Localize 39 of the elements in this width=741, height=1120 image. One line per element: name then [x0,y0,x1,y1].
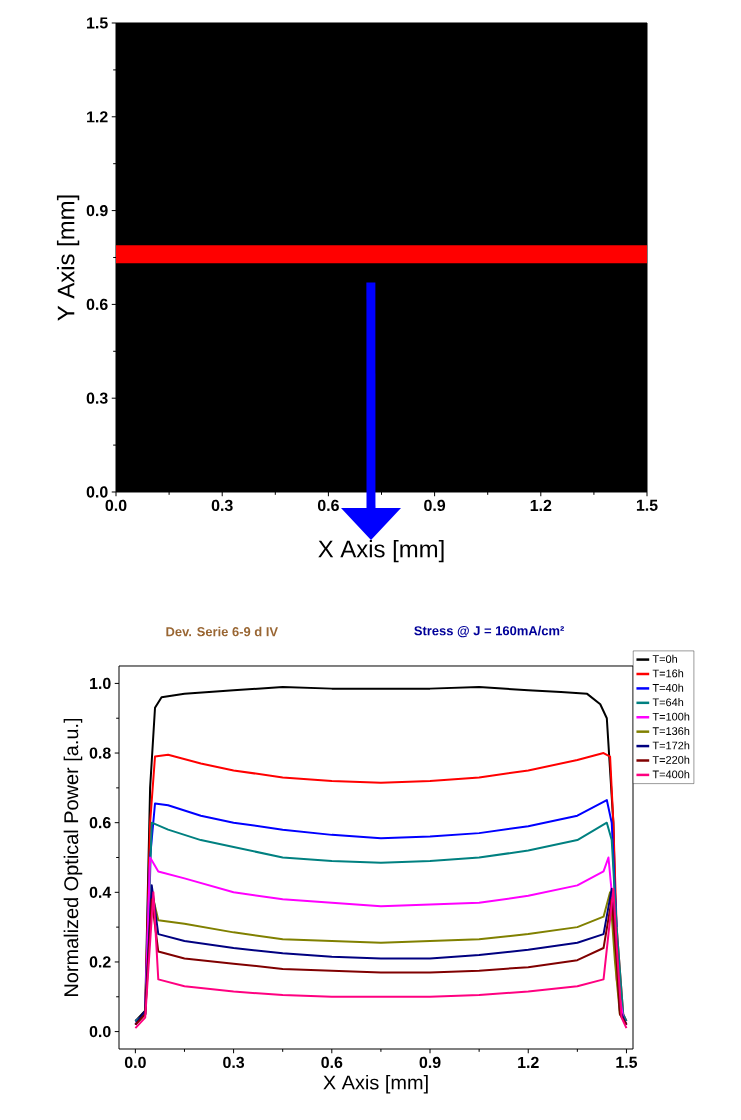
y-tick-label: 0.2 [89,956,111,968]
y-axis-title: Normalized Optical Power [a.u.] [63,718,83,996]
y-tick-label: 1.0 [90,677,111,690]
y-tick-label: 0.0 [86,486,108,498]
x-tick-label: 1.2 [518,1056,539,1068]
y-tick-label: 0.9 [86,204,108,217]
text: Stress @ J = 160mA/cm² [414,625,565,638]
x-tick-label: 0.3 [211,499,233,512]
x-tick-label: 1.2 [530,499,552,511]
x-tick-label: 0.9 [419,1056,441,1069]
legend-label: T=40h [652,683,684,692]
legend-label: T=0h [652,654,677,663]
y-tick-label: 1.5 [87,17,108,29]
legend-label: T=400h [652,770,690,779]
legend-label: T=16h [652,669,684,678]
y-tick-label: 0.6 [89,817,111,829]
x-tick-label: 0.0 [105,499,127,512]
x-tick-label: 1.5 [616,1056,638,1068]
x-tick-label: 0.0 [124,1056,146,1069]
y-tick-label: 1.2 [87,111,108,123]
y-axis-title: Y Axis [mm] [56,195,80,321]
legend-label: T=136h [652,726,690,735]
y-tick-label: 0.6 [86,298,108,311]
legend-label: T=64h [652,698,684,707]
x-tick-label: 1.5 [636,499,658,511]
y-tick-label: 0.8 [89,747,111,759]
legend-label: T=220h [652,755,690,764]
legend-label: T=100h [652,712,690,721]
text: Dev. Serie 6-9 d IV [166,626,278,637]
x-axis-title: X Axis [mm] [318,539,444,563]
legend-label: T=172h [652,741,690,750]
x-tick-label: 0.6 [317,499,339,512]
y-tick-label: 0.3 [86,392,108,404]
x-tick-label: 0.3 [223,1056,245,1069]
y-tick-label: 0.0 [89,1025,111,1038]
x-tick-label: 0.9 [424,499,446,512]
y-tick-label: 0.4 [89,886,112,898]
x-tick-label: 0.6 [321,1056,343,1069]
x-axis-title: X Axis [mm] [323,1074,428,1094]
